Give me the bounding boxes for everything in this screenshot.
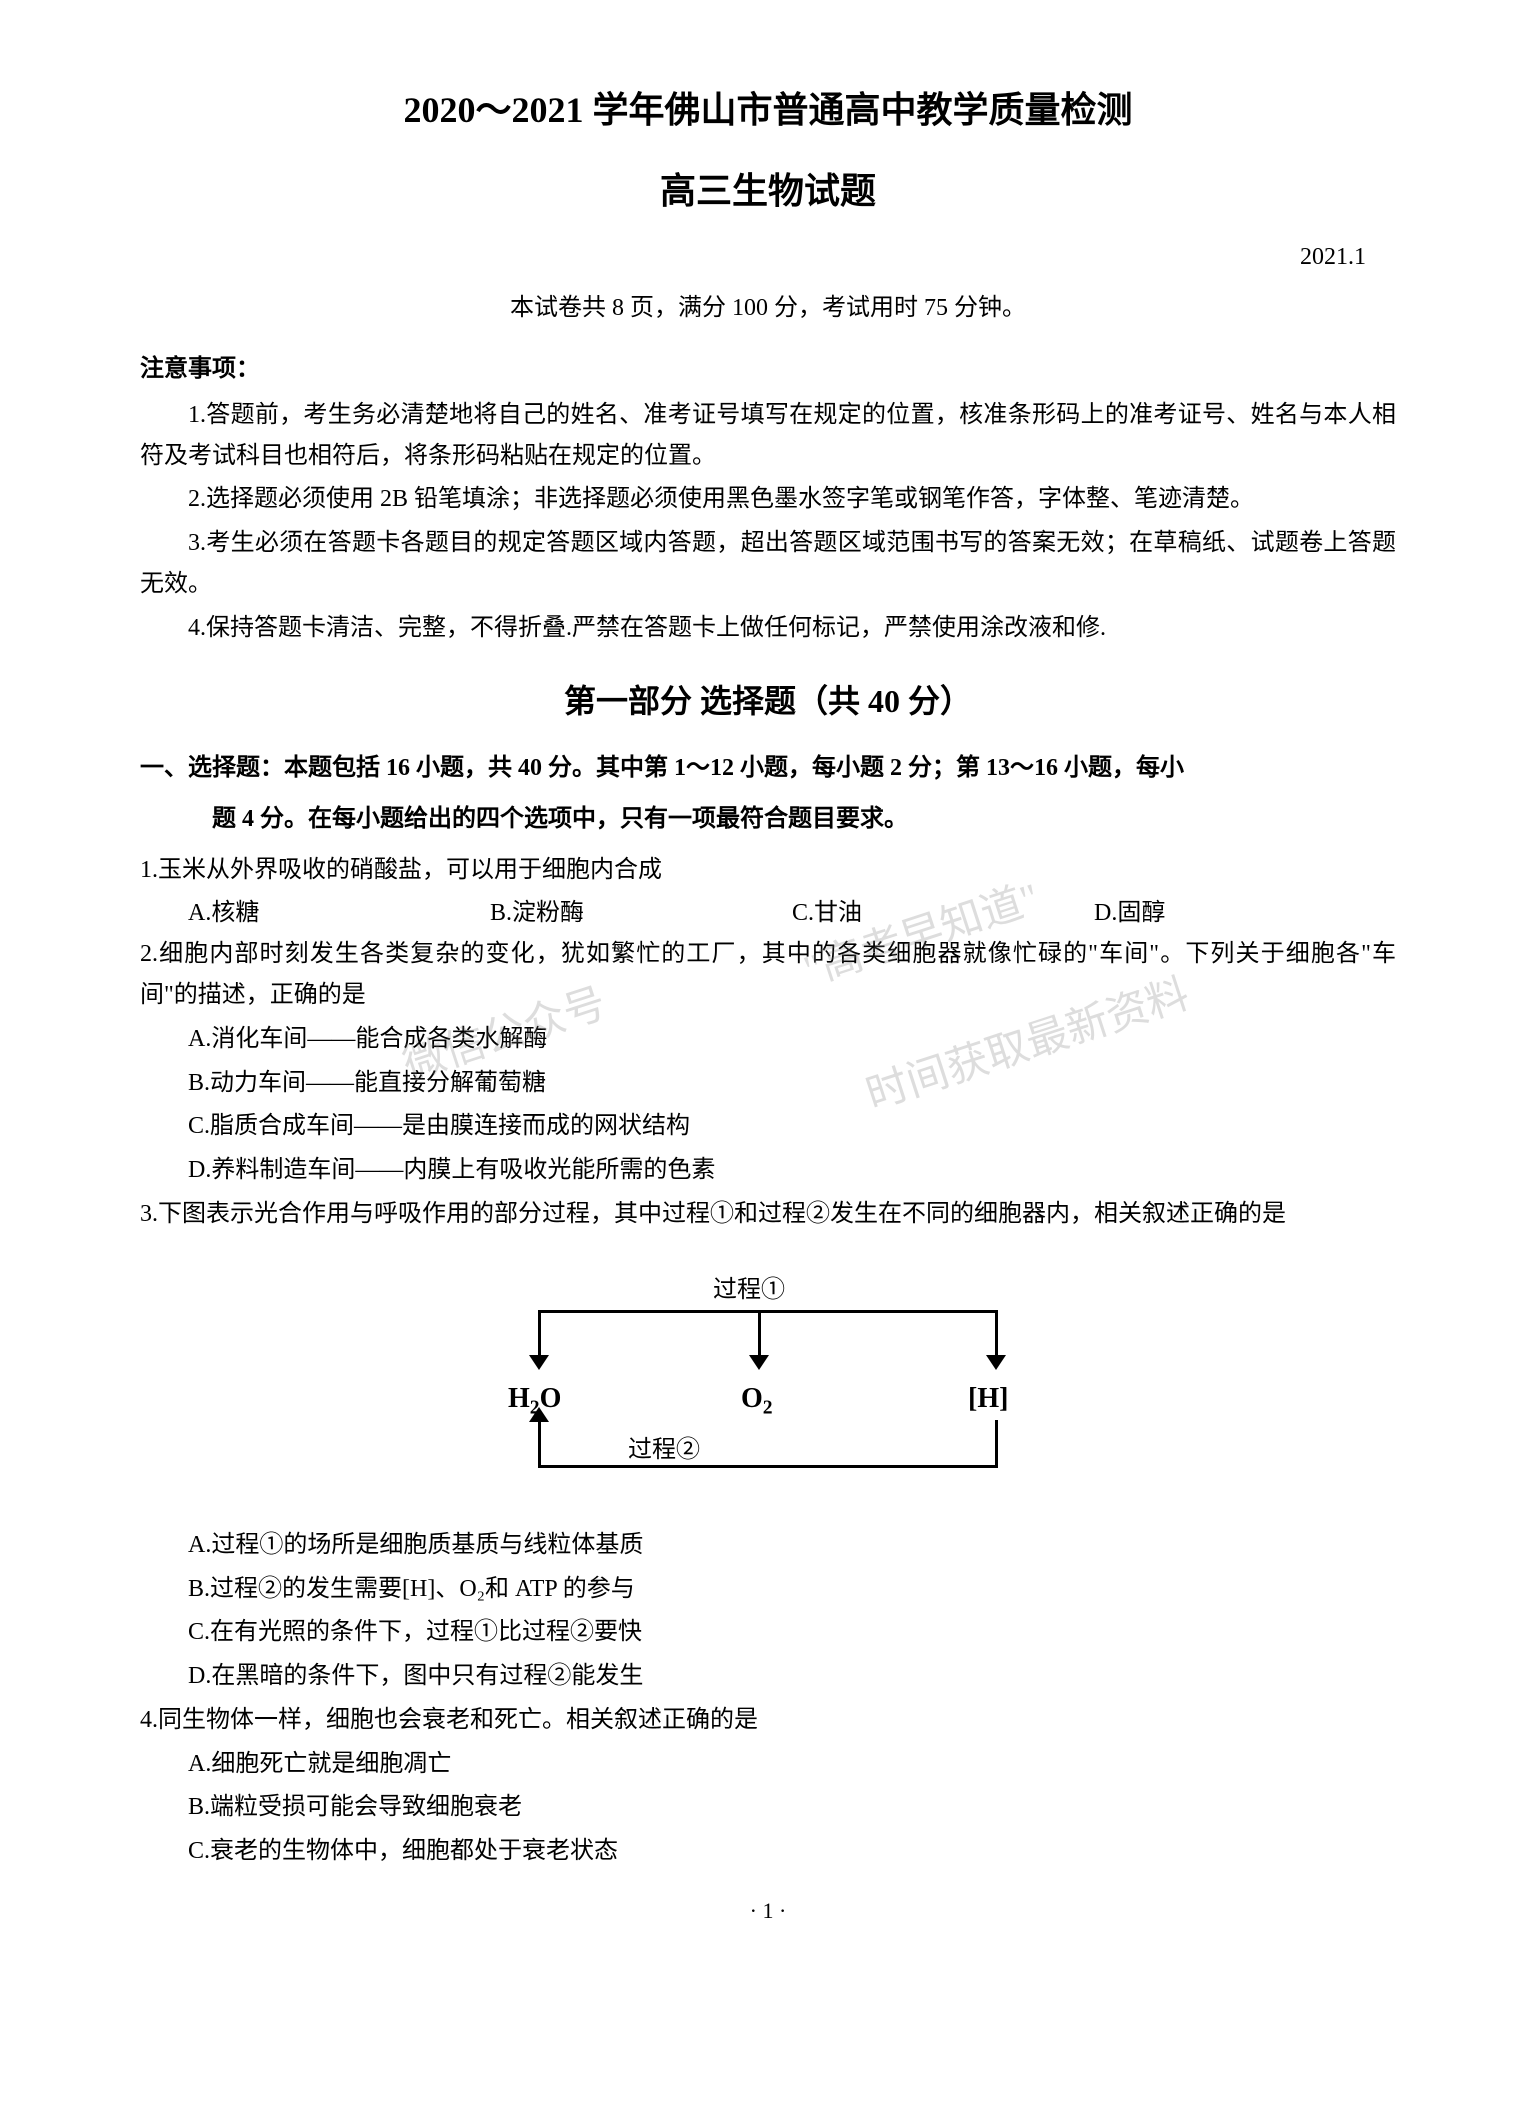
section-title: 第一部分 选择题（共 40 分） xyxy=(140,674,1396,728)
question-3: 3.下图表示光合作用与呼吸作用的部分过程，其中过程①和过程②发生在不同的细胞器内… xyxy=(140,1194,1396,1235)
option-b: B.端粒受损可能会导致细胞衰老 xyxy=(140,1787,1396,1828)
diagram-line xyxy=(538,1420,541,1465)
diagram-label-top: 过程① xyxy=(713,1270,785,1311)
option-a: A.核糖 xyxy=(188,893,490,934)
diagram-line xyxy=(538,1465,998,1468)
notice-item: 2.选择题必须使用 2B 铅笔填涂；非选择题必须使用黑色墨水签字笔或钢笔作答，字… xyxy=(140,479,1396,520)
arrow-down-icon xyxy=(529,1355,549,1370)
diagram-label-bottom: 过程② xyxy=(628,1430,700,1471)
option-c: C.甘油 xyxy=(792,893,1094,934)
diagram-line xyxy=(995,1420,998,1465)
arrow-down-icon xyxy=(986,1355,1006,1370)
question-1-options: A.核糖 B.淀粉酶 C.甘油 D.固醇 xyxy=(140,893,1396,934)
title-sub: 高三生物试题 xyxy=(140,161,1396,222)
arrow-down-icon xyxy=(749,1355,769,1370)
diagram-line xyxy=(538,1310,998,1313)
diagram-line xyxy=(758,1310,761,1360)
question-1: 1.玉米从外界吸收的硝酸盐，可以用于细胞内合成 xyxy=(140,850,1396,891)
diagram-line xyxy=(538,1310,541,1360)
question-4: 4.同生物体一样，细胞也会衰老和死亡。相关叙述正确的是 xyxy=(140,1700,1396,1741)
option-c: C.衰老的生物体中，细胞都处于衰老状态 xyxy=(140,1831,1396,1872)
notice-item: 4.保持答题卡清洁、完整，不得折叠.严禁在答题卡上做任何标记，严禁使用涂改液和修… xyxy=(140,608,1396,649)
diagram: 过程① H2O O2 [H] 过程② xyxy=(498,1265,1038,1495)
notice-header: 注意事项： xyxy=(140,349,1396,390)
option-d: D.养料制造车间——内膜上有吸收光能所需的色素 xyxy=(140,1150,1396,1191)
option-a: A.细胞死亡就是细胞凋亡 xyxy=(140,1744,1396,1785)
diagram-node-h: [H] xyxy=(968,1375,1008,1423)
option-d: D.在黑暗的条件下，图中只有过程②能发生 xyxy=(140,1656,1396,1697)
option-a: A.消化车间——能合成各类水解酶 xyxy=(140,1019,1396,1060)
diagram-container: 过程① H2O O2 [H] 过程② xyxy=(140,1265,1396,1495)
notice-item: 1.答题前，考生务必清楚地将自己的姓名、准考证号填写在规定的位置，核准条形码上的… xyxy=(140,395,1396,477)
option-b: B.过程②的发生需要[H]、O₂和 ATP 的参与 xyxy=(140,1569,1396,1610)
diagram-node-o2: O2 xyxy=(741,1375,773,1425)
exam-info: 本试卷共 8 页，满分 100 分，考试用时 75 分钟。 xyxy=(140,288,1396,329)
option-c: C.脂质合成车间——是由膜连接而成的网状结构 xyxy=(140,1106,1396,1147)
question-2: 2.细胞内部时刻发生各类复杂的变化，犹如繁忙的工厂，其中的各类细胞器就像忙碌的"… xyxy=(140,934,1396,1016)
notice-item: 3.考生必须在答题卡各题目的规定答题区域内答题，超出答题区域范围书写的答案无效；… xyxy=(140,523,1396,605)
option-c: C.在有光照的条件下，过程①比过程②要快 xyxy=(140,1612,1396,1653)
option-b: B.动力车间——能直接分解葡萄糖 xyxy=(140,1063,1396,1104)
option-a: A.过程①的场所是细胞质基质与线粒体基质 xyxy=(140,1525,1396,1566)
section-instruction: 题 4 分。在每小题给出的四个选项中，只有一项最符合题目要求。 xyxy=(140,799,1396,840)
title-main: 2020～2021 学年佛山市普通高中教学质量检测 xyxy=(140,80,1396,141)
option-b: B.淀粉酶 xyxy=(490,893,792,934)
page-number: · 1 · xyxy=(140,1892,1396,1929)
section-instruction: 一、选择题：本题包括 16 小题，共 40 分。其中第 1～12 小题，每小题 … xyxy=(140,748,1396,789)
arrow-up-icon xyxy=(529,1407,549,1422)
exam-date: 2021.1 xyxy=(140,237,1396,278)
diagram-line xyxy=(995,1310,998,1360)
option-d: D.固醇 xyxy=(1094,893,1396,934)
